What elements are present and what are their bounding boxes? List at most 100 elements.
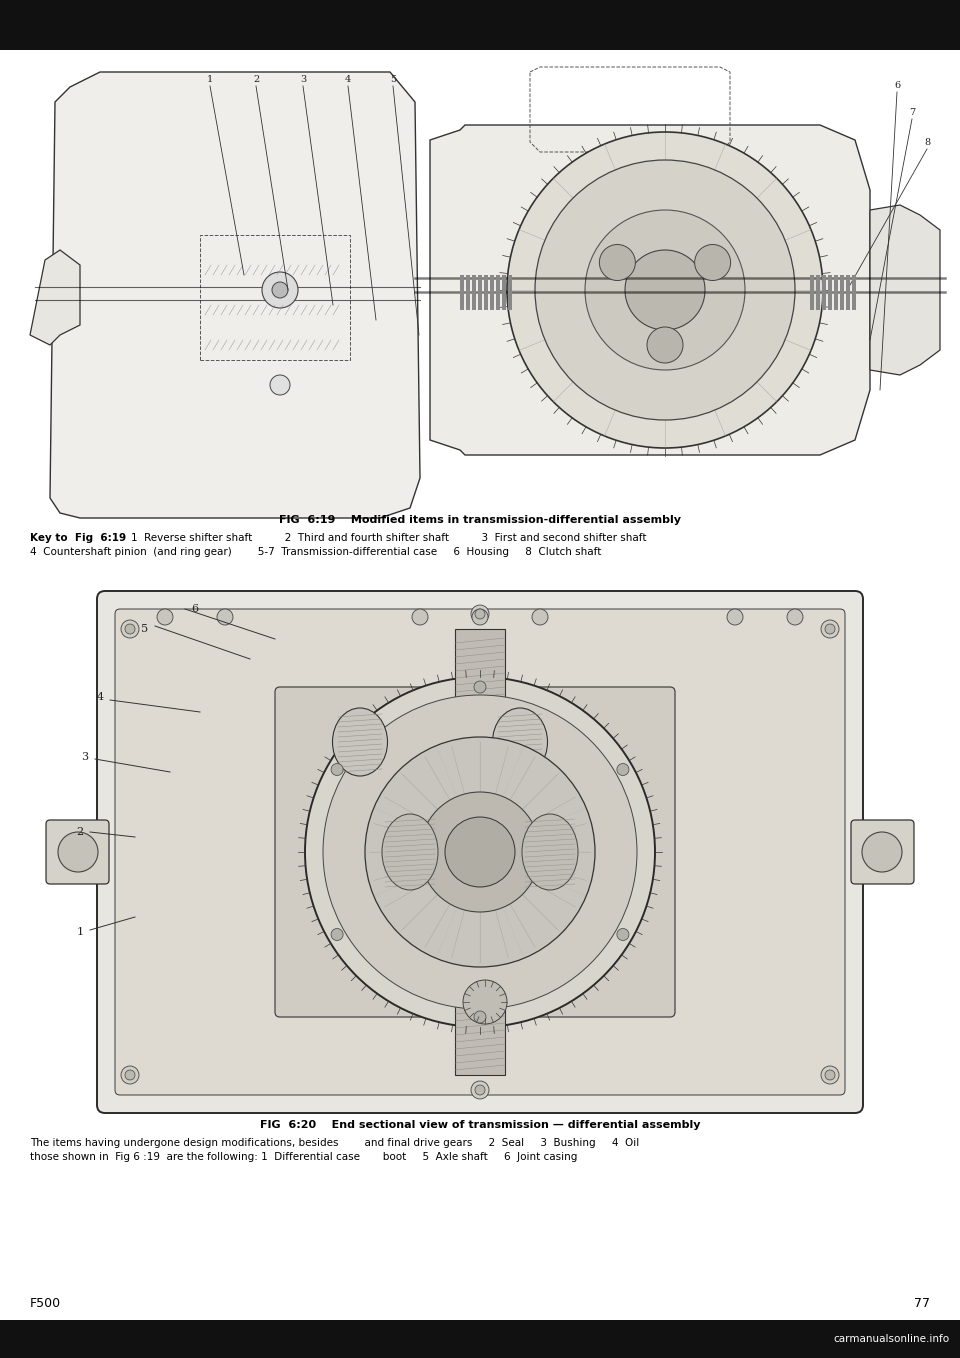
- Bar: [0, 1320, 960, 1358]
- Text: 77: 77: [914, 1297, 930, 1310]
- Text: 3: 3: [300, 75, 306, 84]
- FancyBboxPatch shape: [851, 820, 914, 884]
- Text: F500: F500: [30, 1297, 61, 1310]
- Circle shape: [270, 375, 290, 395]
- Bar: [490, 276, 494, 310]
- Text: 4: 4: [96, 693, 104, 702]
- Circle shape: [121, 1066, 139, 1084]
- Circle shape: [445, 818, 515, 887]
- Text: The items having undergone design modifications, besides        and final drive : The items having undergone design modifi…: [30, 1138, 639, 1148]
- Circle shape: [695, 244, 731, 281]
- FancyBboxPatch shape: [275, 687, 675, 1017]
- Circle shape: [787, 608, 803, 625]
- Text: 6: 6: [191, 604, 199, 614]
- Bar: [460, 276, 464, 310]
- Circle shape: [420, 792, 540, 913]
- Bar: [472, 276, 476, 310]
- Circle shape: [585, 210, 745, 369]
- Text: 8: 8: [924, 139, 930, 147]
- Text: carmanualsonline.info: carmanualsonline.info: [834, 1334, 950, 1344]
- Circle shape: [272, 282, 288, 297]
- Circle shape: [617, 929, 629, 941]
- Polygon shape: [870, 205, 940, 375]
- Bar: [508, 276, 512, 310]
- Circle shape: [475, 608, 485, 619]
- Bar: [200, 235, 350, 360]
- Ellipse shape: [332, 708, 388, 775]
- Circle shape: [474, 680, 486, 693]
- Circle shape: [125, 1070, 135, 1080]
- Bar: [502, 276, 506, 310]
- Polygon shape: [50, 72, 420, 517]
- Circle shape: [217, 608, 233, 625]
- Text: 4: 4: [345, 75, 351, 84]
- Polygon shape: [430, 125, 870, 455]
- Text: FIG  6:20    End sectional view of transmission — differential assembly: FIG 6:20 End sectional view of transmiss…: [260, 1120, 700, 1130]
- Text: 3: 3: [82, 752, 88, 762]
- Circle shape: [58, 832, 98, 872]
- Bar: [496, 276, 500, 310]
- Text: 4  Countershaft pinion  (and ring gear)        5-7  Transmission-differential ca: 4 Countershaft pinion (and ring gear) 5-…: [30, 547, 601, 557]
- Text: 2: 2: [77, 827, 84, 837]
- Bar: [816, 276, 820, 310]
- Circle shape: [821, 621, 839, 638]
- Circle shape: [825, 623, 835, 634]
- Circle shape: [617, 763, 629, 775]
- Bar: [0, 574, 960, 1130]
- Ellipse shape: [522, 813, 578, 889]
- Circle shape: [463, 980, 507, 1024]
- FancyBboxPatch shape: [115, 608, 845, 1095]
- Circle shape: [647, 327, 683, 363]
- Circle shape: [121, 621, 139, 638]
- Polygon shape: [30, 250, 80, 345]
- Text: 1  Reverse shifter shaft          2  Third and fourth shifter shaft          3  : 1 Reverse shifter shaft 2 Third and four…: [105, 532, 646, 543]
- Bar: [0, 0, 960, 50]
- Text: those shown in  Fig 6 :19  are the following: 1  Differential case       boot   : those shown in Fig 6 :19 are the followi…: [30, 1152, 577, 1162]
- Circle shape: [507, 132, 823, 448]
- Circle shape: [532, 608, 548, 625]
- Text: 7: 7: [909, 109, 915, 117]
- Bar: [455, 629, 505, 1076]
- Text: 6: 6: [894, 81, 900, 90]
- Circle shape: [125, 623, 135, 634]
- Bar: [840, 276, 844, 310]
- Bar: [0, 62, 960, 528]
- Bar: [828, 276, 832, 310]
- Circle shape: [471, 606, 489, 623]
- Ellipse shape: [492, 708, 547, 775]
- Circle shape: [412, 608, 428, 625]
- Circle shape: [625, 250, 705, 330]
- Circle shape: [331, 763, 343, 775]
- Text: 1: 1: [77, 928, 84, 937]
- Text: FIG  6:19    Modified items in transmission-differential assembly: FIG 6:19 Modified items in transmission-…: [279, 515, 681, 526]
- FancyBboxPatch shape: [97, 591, 863, 1114]
- Bar: [834, 276, 838, 310]
- Bar: [484, 276, 488, 310]
- Circle shape: [365, 737, 595, 967]
- Circle shape: [323, 695, 637, 1009]
- Circle shape: [331, 929, 343, 941]
- Circle shape: [599, 244, 636, 281]
- Bar: [822, 276, 826, 310]
- Bar: [846, 276, 850, 310]
- Circle shape: [262, 272, 298, 308]
- Bar: [810, 276, 814, 310]
- Text: 5: 5: [141, 623, 149, 634]
- Circle shape: [727, 608, 743, 625]
- Circle shape: [862, 832, 902, 872]
- Text: 2: 2: [252, 75, 259, 84]
- Text: 1: 1: [206, 75, 213, 84]
- Circle shape: [157, 608, 173, 625]
- Ellipse shape: [382, 813, 438, 889]
- Circle shape: [535, 160, 795, 420]
- Circle shape: [471, 1081, 489, 1099]
- Bar: [478, 276, 482, 310]
- Bar: [466, 276, 470, 310]
- Bar: [852, 276, 856, 310]
- Text: 5: 5: [390, 75, 396, 84]
- Circle shape: [475, 1085, 485, 1095]
- Circle shape: [821, 1066, 839, 1084]
- Circle shape: [825, 1070, 835, 1080]
- Circle shape: [474, 1010, 486, 1023]
- Circle shape: [472, 608, 488, 625]
